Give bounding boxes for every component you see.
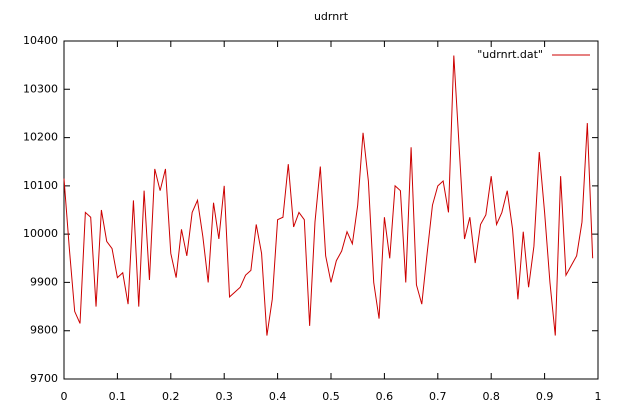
- y-tick-label: 10400: [23, 34, 58, 47]
- x-tick-label: 0.3: [215, 390, 233, 403]
- chart-title: udrnrt: [314, 10, 349, 23]
- y-tick-label: 10000: [23, 227, 58, 240]
- x-tick-label: 0.5: [322, 390, 340, 403]
- y-tick-label: 9800: [30, 324, 58, 337]
- x-tick-label: 0.4: [269, 390, 287, 403]
- x-tick-label: 0.6: [376, 390, 394, 403]
- y-tick-label: 10200: [23, 131, 58, 144]
- x-tick-label: 0.1: [109, 390, 127, 403]
- y-tick-label: 9700: [30, 372, 58, 385]
- x-tick-label: 1: [595, 390, 602, 403]
- x-tick-label: 0.2: [162, 390, 180, 403]
- y-tick-label: 10300: [23, 82, 58, 95]
- data-line: [63, 55, 594, 336]
- legend-label: "udrnrt.dat": [477, 48, 543, 61]
- x-tick-label: 0.8: [482, 390, 500, 403]
- x-tick-label: 0.7: [429, 390, 447, 403]
- plot-border: [63, 40, 599, 380]
- x-tick-label: 0.9: [536, 390, 554, 403]
- x-tick-label: 0: [61, 390, 68, 403]
- y-tick-label: 10100: [23, 179, 58, 192]
- y-tick-label: 9900: [30, 275, 58, 288]
